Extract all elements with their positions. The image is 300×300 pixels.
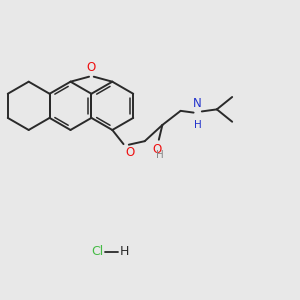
Text: H: H	[156, 150, 164, 160]
Text: Cl: Cl	[91, 245, 103, 258]
Text: O: O	[87, 61, 96, 74]
Text: H: H	[194, 120, 202, 130]
Text: N: N	[193, 97, 202, 110]
Text: O: O	[125, 146, 134, 159]
Text: O: O	[152, 143, 162, 156]
Text: H: H	[119, 245, 129, 258]
